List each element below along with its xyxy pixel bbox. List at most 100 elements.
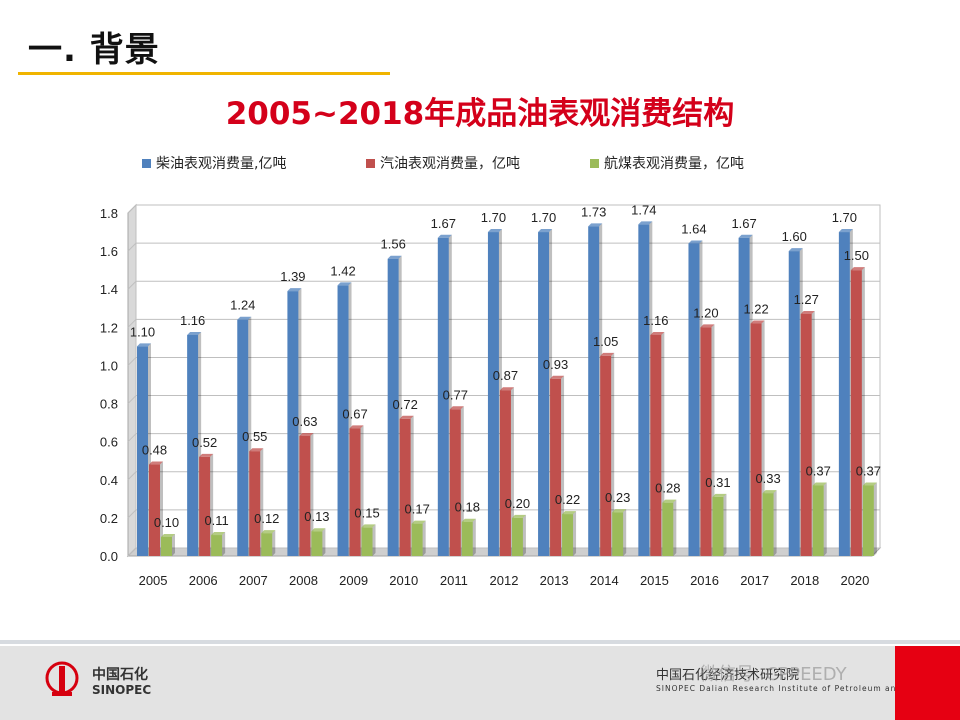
data-label: 1.50 — [844, 248, 869, 263]
y-tick-label: 1.4 — [100, 282, 118, 297]
bar-top — [700, 324, 715, 328]
x-tick-label: 2012 — [490, 573, 519, 588]
bar-side — [861, 267, 865, 556]
legend-label: 航煤表观消费量，亿吨 — [604, 156, 744, 172]
data-label: 1.70 — [531, 210, 556, 225]
data-label: 1.67 — [731, 216, 756, 231]
bar — [149, 464, 160, 556]
bar-top — [361, 524, 376, 528]
bar-side — [873, 482, 877, 556]
data-label: 1.20 — [693, 305, 718, 320]
bar-side — [210, 453, 214, 556]
bar-top — [788, 248, 803, 252]
bar-top — [461, 518, 476, 522]
data-label: 0.12 — [254, 511, 279, 526]
bar-top — [211, 532, 226, 536]
gridline-depth — [127, 471, 137, 481]
x-tick-label: 2008 — [289, 573, 318, 588]
bar-top — [287, 288, 302, 292]
bar-top — [161, 533, 175, 537]
bar-top — [762, 490, 777, 494]
bar-side — [222, 532, 226, 556]
legend-label: 柴油表观消费量,亿吨 — [156, 156, 286, 172]
bar-side — [773, 490, 777, 556]
bar — [337, 285, 349, 556]
bar — [650, 334, 662, 556]
bar — [161, 536, 172, 556]
bar — [511, 517, 523, 556]
bar — [750, 323, 762, 556]
x-tick-label: 2018 — [790, 573, 819, 588]
data-label: 1.10 — [130, 324, 155, 339]
data-label: 0.37 — [856, 463, 881, 478]
bar-side — [310, 432, 314, 556]
data-label: 0.72 — [393, 397, 418, 412]
data-label: 0.17 — [405, 502, 430, 517]
gridline-depth — [127, 433, 137, 443]
x-tick-label: 2016 — [690, 573, 719, 588]
bar-side — [422, 520, 426, 556]
bar-top — [437, 234, 452, 238]
bar-side — [360, 425, 364, 556]
x-tick-label: 2014 — [590, 573, 619, 588]
bar — [499, 390, 511, 556]
data-label: 0.18 — [455, 500, 480, 515]
data-label: 1.70 — [481, 210, 506, 225]
bar-side — [561, 375, 565, 556]
bar-top — [237, 316, 252, 320]
institute-english-name: SINOPEC Dalian Research Institute of Pet… — [656, 684, 960, 693]
footer-bar — [0, 646, 960, 720]
y-tick-label: 0.8 — [100, 397, 118, 412]
data-label: 1.70 — [832, 210, 857, 225]
data-label: 0.33 — [755, 471, 780, 486]
data-label: 0.52 — [192, 435, 217, 450]
data-label: 0.28 — [655, 481, 680, 496]
institute-chinese-name: 中国石化经济技术研究院 — [656, 668, 800, 683]
bar — [600, 355, 612, 556]
y-tick-label: 1.0 — [100, 358, 118, 373]
bar — [838, 232, 850, 557]
bar-side — [661, 331, 665, 556]
x-tick-label: 2017 — [740, 573, 769, 588]
data-label: 1.24 — [230, 298, 255, 313]
bar — [387, 258, 399, 556]
bar — [562, 514, 574, 556]
x-tick-label: 2005 — [139, 573, 168, 588]
bar-top — [249, 448, 264, 452]
data-label: 1.05 — [593, 334, 618, 349]
data-label: 1.64 — [681, 221, 706, 236]
bar — [237, 319, 249, 556]
bar-top — [550, 375, 565, 379]
bar — [712, 496, 724, 556]
data-label: 0.10 — [154, 515, 179, 530]
bar-side — [823, 482, 827, 556]
y-tick-label: 0.0 — [100, 549, 118, 564]
data-label: 0.31 — [705, 475, 730, 490]
bar-side — [673, 499, 677, 556]
data-label: 0.93 — [543, 357, 568, 372]
data-label: 0.63 — [292, 414, 317, 429]
data-label: 1.74 — [631, 202, 656, 217]
bar-top — [187, 331, 202, 335]
x-tick-label: 2015 — [640, 573, 669, 588]
bar — [199, 456, 211, 556]
bar — [850, 270, 862, 556]
data-label: 1.16 — [180, 313, 205, 328]
bar — [738, 237, 750, 556]
x-tick-label: 2010 — [389, 573, 418, 588]
x-tick-label: 2009 — [339, 573, 368, 588]
data-label: 0.87 — [493, 368, 518, 383]
data-label: 0.67 — [342, 406, 367, 421]
sinopec-logo-icon — [45, 661, 79, 696]
gridline-depth — [127, 395, 137, 404]
logo-chinese-name: 中国石化 — [92, 667, 148, 683]
x-tick-label: 2020 — [840, 573, 869, 588]
legend-swatch — [142, 159, 151, 168]
bar — [411, 523, 423, 556]
bar-side — [723, 493, 727, 556]
x-tick-label: 2006 — [189, 573, 218, 588]
bar-chart: 0.0 0.2 0.4 0.6 0.8 1.0 1.2 1.4 1.6 1.8 1.10 1.16 1.… — [100, 156, 882, 588]
bar-side — [172, 533, 175, 556]
bar-side — [260, 448, 264, 556]
bar-side — [160, 461, 163, 556]
